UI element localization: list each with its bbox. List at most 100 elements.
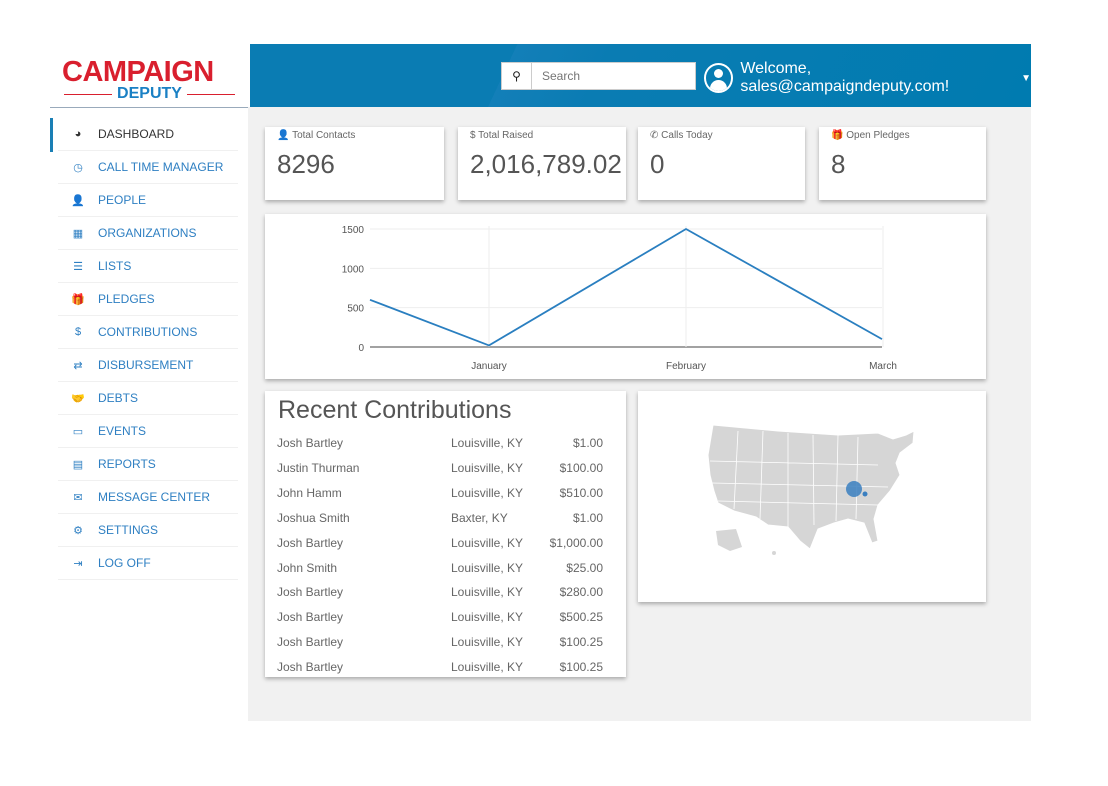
contribution-row[interactable]: John Hamm Louisville, KY $510.00 — [277, 486, 603, 502]
contribution-amount: $1.00 — [572, 510, 603, 525]
dollar-icon: $ — [74, 326, 82, 338]
contributor-name: Josh Bartley — [277, 635, 344, 650]
contribution-amount: $510.00 — [559, 485, 603, 500]
contributor-city: Baxter, KY — [451, 510, 508, 525]
stat-label: 👤 Total Contacts — [277, 130, 355, 141]
contributor-city: Louisville, KY — [451, 436, 524, 450]
phone-icon: ✆ — [650, 130, 659, 141]
sidebar-item-label: PEOPLE — [98, 193, 147, 207]
app-frame: CAMPAIGN DEPUTY ◕ DASHBOARD ◷ CALL TIME MAN… — [50, 44, 1031, 721]
contribution-amount: $100.00 — [559, 460, 603, 475]
sidebar-item-label: ORGANIZATIONS — [98, 226, 197, 240]
user-menu[interactable]: Welcome, sales@campaigndeputy.com! ▼ — [704, 60, 1031, 96]
contributor-city: Louisville, KY — [451, 635, 524, 650]
contributor-city: Louisville, KY — [451, 535, 524, 550]
sidebar-item-label: LISTS — [98, 259, 132, 273]
contribution-row[interactable]: Josh Bartley Louisville, KY $100.25 — [277, 635, 603, 651]
stat-card-total-contacts: 👤 Total Contacts 8296 — [265, 127, 444, 200]
contribution-row[interactable]: Josh Bartley Louisville, KY $280.00 — [277, 585, 603, 601]
sidebar-item-lists[interactable]: ☰ LISTS — [58, 250, 238, 283]
sidebar-item-events[interactable]: ▭ EVENTS — [58, 415, 238, 448]
file-icon: ▤ — [72, 458, 84, 471]
y-tick-label: 1500 — [342, 225, 365, 236]
contributor-name: Josh Bartley — [277, 585, 344, 600]
stat-value: 8296 — [277, 149, 335, 179]
list-icon: ☰ — [73, 260, 83, 273]
stat-value: 2,016,789.02 — [470, 149, 622, 179]
envelope-icon: ✉ — [73, 491, 83, 504]
contribution-row[interactable]: Josh Bartley Louisville, KY $500.25 — [277, 610, 603, 626]
stat-card-total-raised: $ Total Raised 2,016,789.02 — [458, 127, 626, 200]
stat-label-text: Open Pledges — [846, 130, 910, 141]
y-tick-label: 0 — [358, 343, 364, 354]
avatar-icon — [704, 63, 734, 93]
sidebar: CAMPAIGN DEPUTY ◕ DASHBOARD ◷ CALL TIME MAN… — [50, 44, 248, 721]
stat-value: 8 — [831, 149, 846, 179]
contribution-row[interactable]: Justin Thurman Louisville, KY $100.00 — [277, 461, 603, 477]
sidebar-item-log-off[interactable]: ⇥ LOG OFF — [58, 547, 238, 580]
sidebar-item-label: DASHBOARD — [98, 127, 175, 141]
contribution-row[interactable]: Josh Bartley Louisville, KY $1.00 — [277, 436, 603, 452]
contribution-amount: $100.25 — [559, 660, 603, 675]
alaska-shape — [716, 529, 742, 551]
contributor-name: Josh Bartley — [277, 660, 344, 675]
sidebar-item-label: DISBURSEMENT — [98, 358, 194, 372]
us-map-shape — [707, 424, 915, 550]
dollar-icon: $ — [470, 130, 476, 141]
contribution-amount: $100.25 — [559, 635, 603, 650]
sidebar-item-settings[interactable]: ⚙ SETTINGS — [58, 514, 238, 547]
contributor-city: Louisville, KY — [451, 560, 524, 575]
contributor-city: Louisville, KY — [451, 460, 524, 475]
contributor-name: Josh Bartley — [277, 610, 344, 625]
contributions-map[interactable] — [638, 391, 986, 602]
stat-label-text: Calls Today — [661, 130, 713, 141]
sidebar-item-label: REPORTS — [98, 457, 156, 471]
contributor-name: Justin Thurman — [277, 460, 360, 475]
contributor-name: John Smith — [277, 560, 338, 575]
sidebar-item-label: CALL TIME MANAGER — [98, 160, 224, 174]
sidebar-nav: ◕ DASHBOARD ◷ CALL TIME MANAGER 👤 PEOPLE ▦ ORGA… — [50, 118, 238, 580]
y-tick-label: 1000 — [342, 264, 365, 275]
sidebar-item-disbursement[interactable]: ⇄ DISBURSEMENT — [58, 349, 238, 382]
contributor-name: Josh Bartley — [277, 436, 344, 450]
gift-icon: 🎁 — [71, 293, 85, 306]
user-icon: 👤 — [277, 130, 290, 141]
contribution-row[interactable]: Josh Bartley Louisville, KY $100.25 — [277, 660, 603, 676]
search-input[interactable] — [532, 63, 692, 89]
sidebar-item-debts[interactable]: 🤝 DEBTS — [58, 382, 238, 415]
contributor-city: Louisville, KY — [451, 610, 524, 625]
sidebar-item-message-center[interactable]: ✉ MESSAGE CENTER — [58, 481, 238, 514]
logo[interactable]: CAMPAIGN DEPUTY — [50, 44, 248, 108]
sidebar-item-call-time-manager[interactable]: ◷ CALL TIME MANAGER — [58, 151, 238, 184]
search-icon[interactable]: ⚲ — [502, 63, 532, 89]
sidebar-item-people[interactable]: 👤 PEOPLE — [58, 184, 238, 217]
map-marker-baxter[interactable] — [862, 491, 868, 497]
exchange-icon: ⇄ — [73, 359, 83, 372]
contribution-row[interactable]: Josh Bartley Louisville, KY $1,000.00 — [277, 536, 603, 552]
x-tick-label: February — [666, 361, 706, 372]
map-marker-louisville[interactable] — [846, 481, 862, 497]
contributor-city: Louisville, KY — [451, 585, 524, 600]
sidebar-item-label: MESSAGE CENTER — [98, 490, 211, 504]
gear-icon: ⚙ — [73, 524, 83, 537]
top-header: ⚲ Welcome, sales@campaigndeputy.com! ▼ — [250, 44, 1031, 107]
contribution-amount: $500.25 — [559, 610, 603, 625]
sidebar-item-contributions[interactable]: $ CONTRIBUTIONS — [58, 316, 238, 349]
stat-card-calls-today: ✆ Calls Today 0 — [638, 127, 805, 200]
stat-card-open-pledges: 🎁 Open Pledges 8 — [819, 127, 986, 200]
sidebar-item-dashboard[interactable]: ◕ DASHBOARD — [50, 118, 238, 152]
sidebar-item-label: LOG OFF — [98, 556, 151, 570]
sidebar-item-label: SETTINGS — [98, 523, 159, 537]
sidebar-item-organizations[interactable]: ▦ ORGANIZATIONS — [58, 217, 238, 250]
contributor-name: John Hamm — [277, 485, 342, 500]
contribution-row[interactable]: Joshua Smith Baxter, KY $1.00 — [277, 511, 603, 527]
sidebar-item-reports[interactable]: ▤ REPORTS — [58, 448, 238, 481]
stat-label: ✆ Calls Today — [650, 130, 713, 141]
sidebar-item-pledges[interactable]: 🎁 PLEDGES — [58, 283, 238, 316]
contribution-row[interactable]: John Smith Louisville, KY $25.00 — [277, 561, 603, 577]
contribution-amount: $1,000.00 — [549, 535, 603, 550]
stat-label: 🎁 Open Pledges — [831, 130, 910, 141]
contributor-city: Louisville, KY — [451, 660, 524, 675]
sidebar-item-label: EVENTS — [98, 424, 147, 438]
dashboard-icon: ◕ — [74, 128, 82, 140]
